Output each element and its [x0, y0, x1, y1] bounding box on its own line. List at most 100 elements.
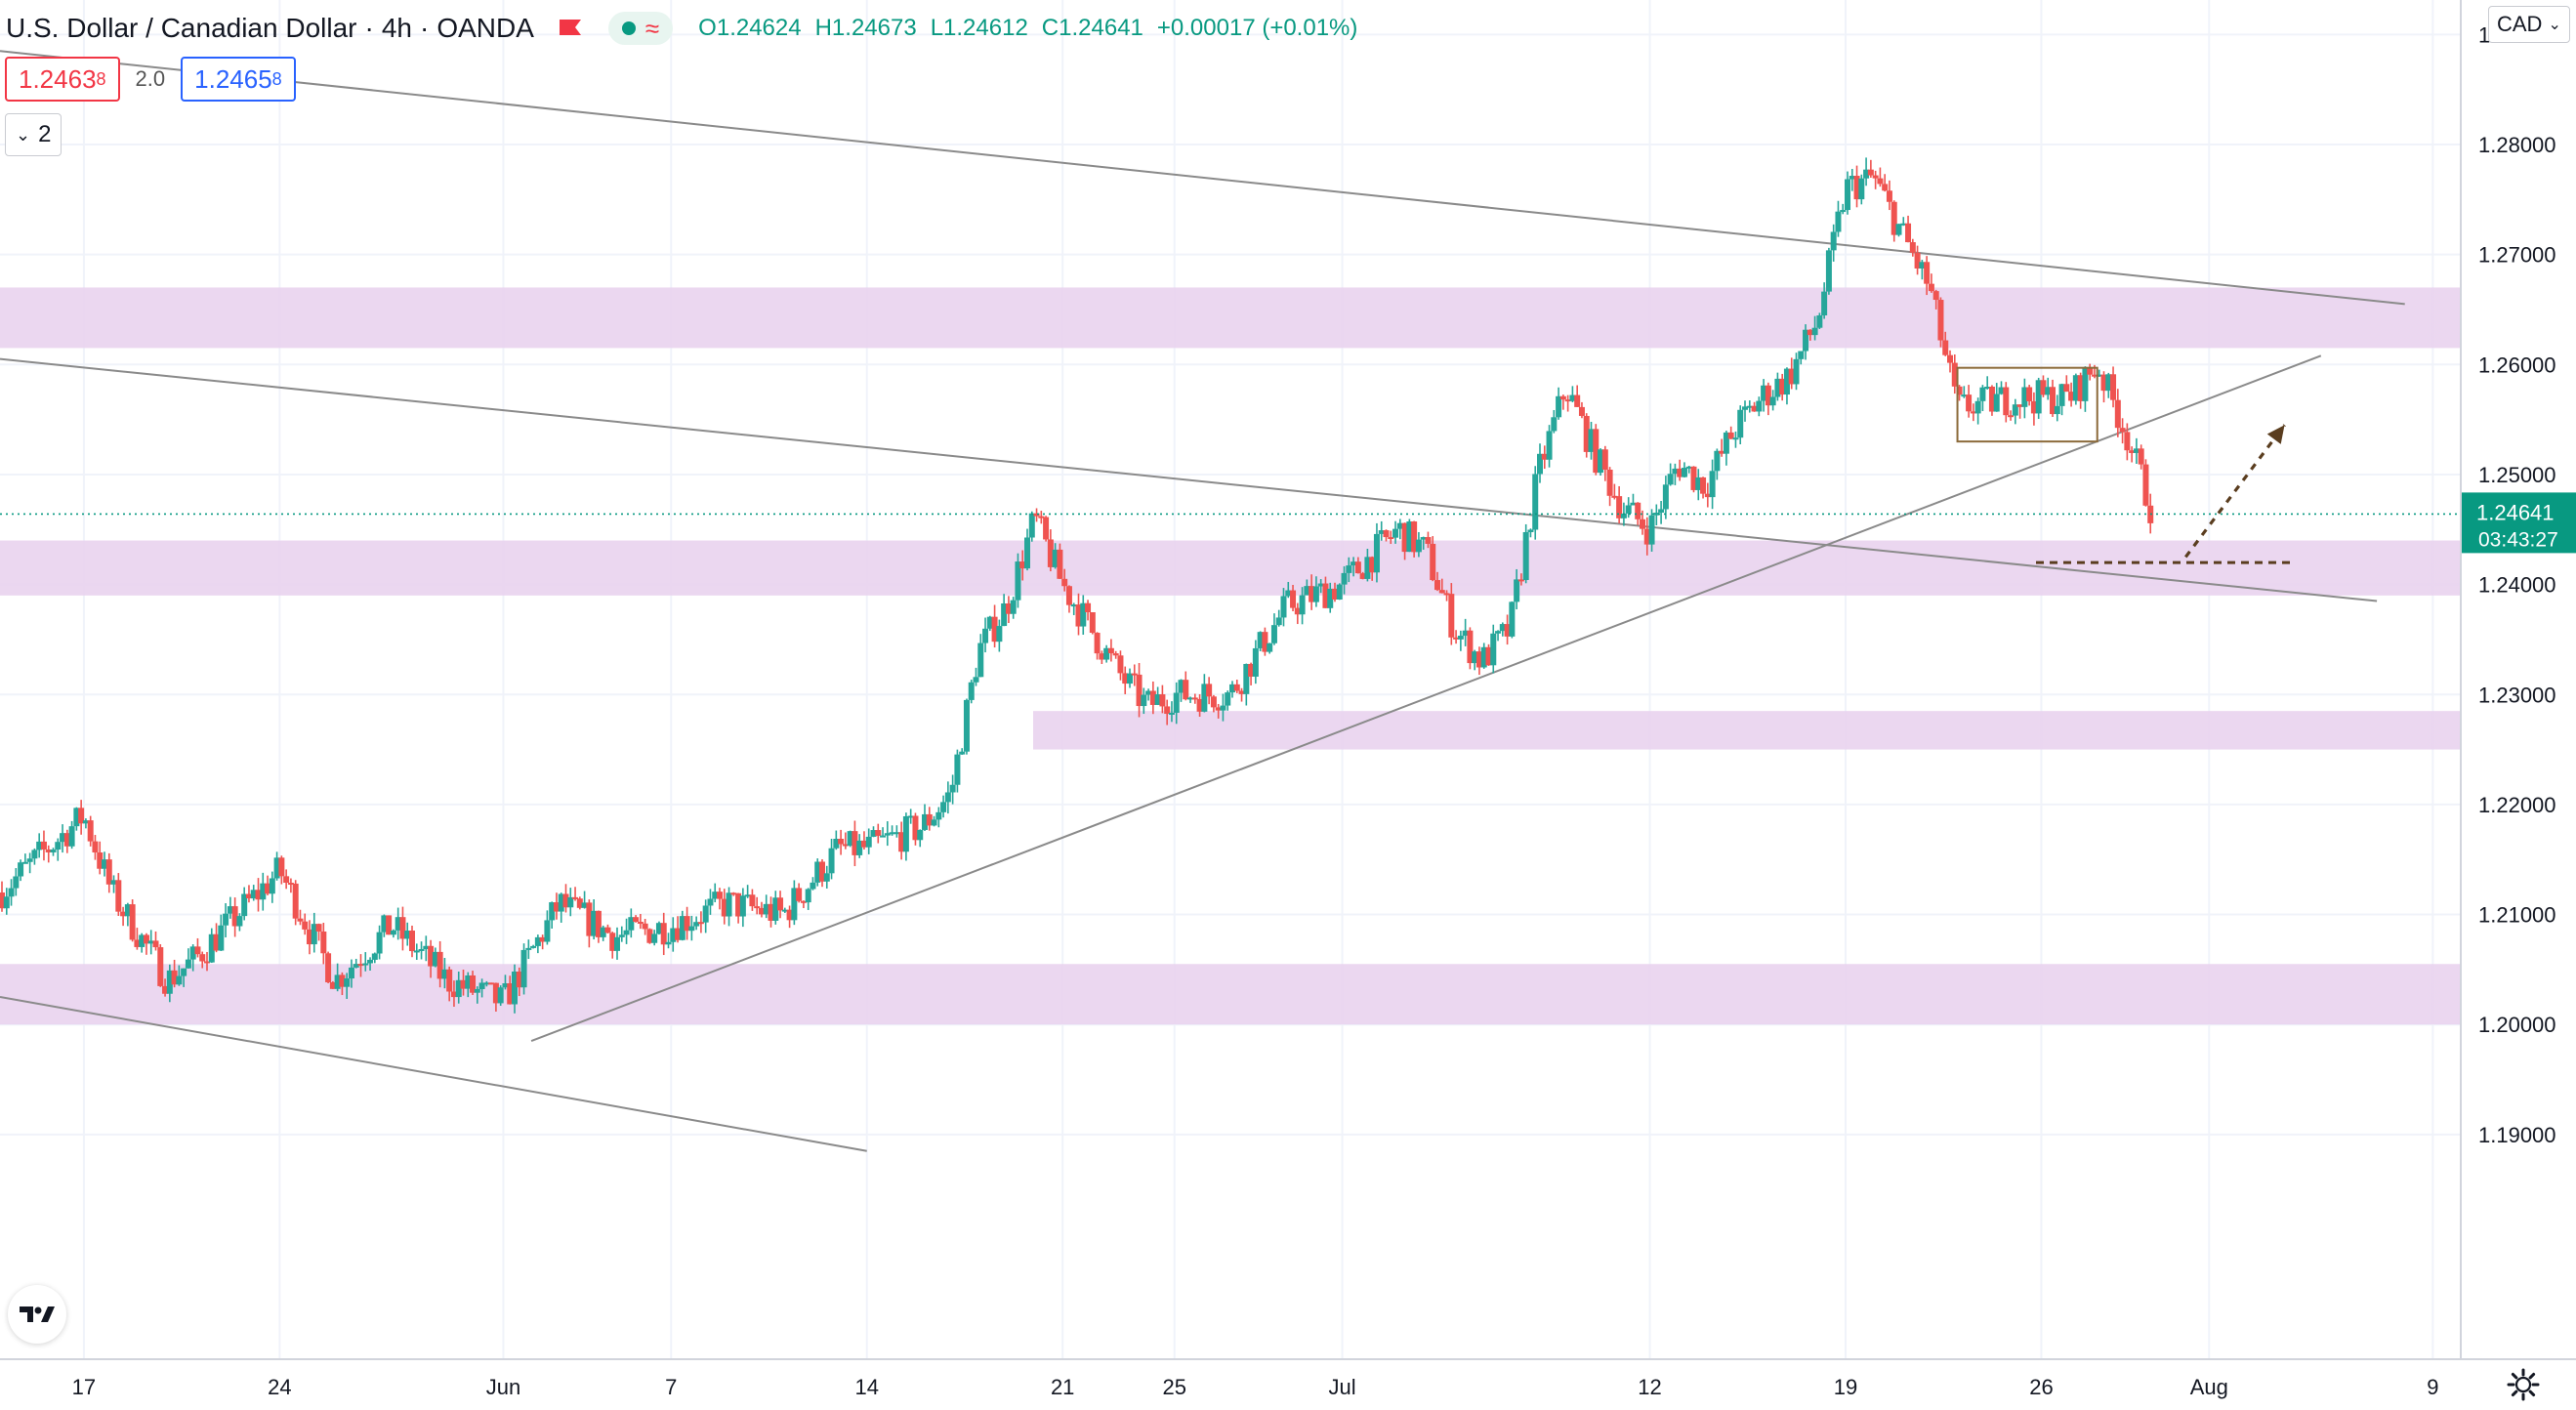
candle-body [1643, 528, 1650, 545]
time-tick-label: Jul [1328, 1375, 1355, 1399]
buy-button[interactable]: 1.2465 8 [181, 57, 296, 102]
market-status-pill[interactable]: ≈ [607, 12, 674, 45]
candle-body [688, 926, 695, 932]
supply-demand-zone[interactable] [0, 287, 2461, 349]
supply-demand-zone[interactable] [0, 964, 2461, 1025]
candle-body [1117, 655, 1124, 674]
supply-demand-zone[interactable] [0, 540, 2461, 596]
candle-body [1541, 453, 1548, 460]
gear-icon[interactable] [2506, 1367, 2541, 1402]
candle-body [1411, 521, 1418, 553]
candle-body [595, 910, 602, 937]
candle-body [852, 831, 858, 855]
candle-body [50, 850, 57, 852]
supply-demand-zone[interactable] [1033, 711, 2461, 750]
candle-body [1378, 530, 1385, 534]
candle-body [884, 833, 891, 836]
candle-body [1803, 329, 1809, 352]
candle-body [245, 893, 252, 899]
tradingview-logo[interactable] [8, 1285, 66, 1344]
candle-body [307, 929, 312, 945]
candle-body [1937, 300, 1944, 341]
candle-body [1280, 596, 1287, 618]
candle-body [1457, 636, 1464, 640]
time-tick-label: 14 [854, 1375, 878, 1399]
candle-body [828, 848, 835, 874]
candle-body [1191, 697, 1198, 700]
candle-body [655, 923, 662, 934]
candle-body [344, 978, 351, 987]
candle-body [2072, 375, 2079, 401]
price-tick-label: 1.24000 [2478, 573, 2556, 598]
indicators-toggle[interactable]: ⌄ 2 [5, 113, 62, 156]
sell-button[interactable]: 1.2463 8 [5, 57, 120, 102]
close-value: C1.24641 [1041, 15, 1143, 41]
candle-body [996, 626, 1003, 643]
candle-body [189, 946, 196, 960]
candle-body [1517, 579, 1524, 582]
candle-body [78, 808, 85, 824]
candle-body [940, 802, 947, 812]
trend-line[interactable] [530, 354, 2322, 1043]
candle-body [502, 983, 509, 988]
candle-body [1327, 588, 1334, 608]
buy-pip: 8 [271, 68, 282, 89]
candle-body [549, 902, 556, 921]
candle-body [1849, 176, 1855, 180]
candle-body [1299, 595, 1306, 615]
candle-body [982, 628, 989, 643]
last-price-label-bg[interactable] [2462, 492, 2576, 554]
candle-body [684, 916, 690, 932]
candle-body [231, 906, 238, 927]
trend-line[interactable] [0, 357, 2378, 602]
candle-body [455, 979, 462, 998]
candle-body [1183, 680, 1189, 700]
trend-line[interactable] [0, 50, 2405, 306]
candle-body [1863, 169, 1870, 179]
projection-arrow[interactable] [2183, 424, 2286, 559]
candle-body [730, 892, 737, 895]
candle-body [92, 841, 99, 852]
candle-body [110, 880, 117, 885]
annotations[interactable] [0, 366, 2461, 564]
candle-body [329, 981, 336, 989]
candle-body [633, 917, 640, 923]
candle-body [922, 813, 928, 830]
candle-body [1480, 646, 1487, 668]
candle-body [1438, 590, 1445, 594]
candle-body [1047, 539, 1054, 567]
candle-body [917, 829, 924, 841]
candle-body [912, 815, 919, 841]
candle-body [1001, 603, 1008, 627]
symbol-name[interactable]: U.S. Dollar / Canadian Dollar [6, 13, 357, 43]
currency-selector[interactable]: CAD ⌄ [2488, 6, 2570, 43]
time-tick-label: Jun [486, 1375, 520, 1399]
candle-body [2003, 387, 2010, 416]
interval-label[interactable]: 4h [381, 13, 412, 43]
time-tick-label: 9 [2427, 1375, 2438, 1399]
candle-body [199, 954, 206, 962]
candle-body [1672, 468, 1679, 475]
candle-body [959, 751, 966, 755]
candle-body [1215, 707, 1222, 711]
consolidation-box[interactable] [1956, 366, 2098, 443]
candle-body [1467, 630, 1474, 664]
candle-body [1495, 631, 1502, 634]
candle-body [1415, 539, 1422, 553]
candle-body [450, 991, 457, 998]
candle-body [208, 933, 215, 963]
candle-body [302, 921, 309, 930]
candle-body [162, 985, 169, 994]
candle-body [287, 883, 294, 886]
candle-body [520, 949, 527, 988]
flag-icon[interactable] [558, 18, 583, 39]
candle-body [986, 616, 993, 629]
trend-lines[interactable] [0, 50, 2405, 1152]
candle-body [13, 876, 20, 889]
time-tick-label: 12 [1638, 1375, 1661, 1399]
trend-line[interactable] [0, 996, 867, 1152]
candle-body [1635, 502, 1641, 519]
candle-body [1359, 573, 1366, 579]
